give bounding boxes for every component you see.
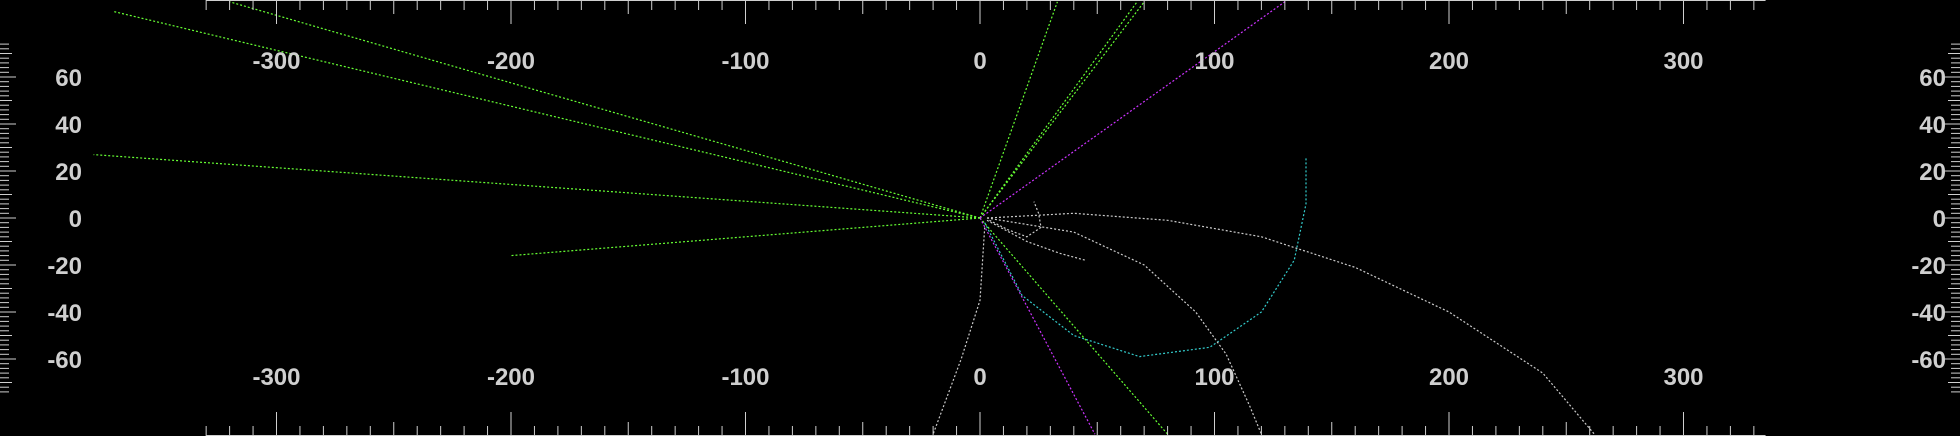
y-tick-label-left: -60 [47,347,82,374]
y-tick-label-right: 20 [1919,159,1946,186]
y-tick-label-left: -40 [47,300,82,327]
y-tick-label-right: -20 [1911,253,1946,280]
x-tick-label-top: -200 [487,48,535,75]
x-tick-label-top: -100 [721,48,769,75]
x-tick-label-bottom: 0 [973,364,986,391]
track-10 [979,217,1096,435]
x-tick-label-bottom: -200 [487,364,535,391]
y-tick-label-right: -60 [1911,347,1946,374]
y-tick-label-right: 60 [1919,65,1946,92]
y-tick-label-left: 20 [55,159,82,186]
track-16 [989,201,1042,238]
track-3 [93,154,981,219]
x-tick-label-bottom: 100 [1194,364,1234,391]
track-4 [510,217,981,257]
y-tick-label-left: -20 [47,253,82,280]
y-tick-label-right: 0 [1933,206,1946,233]
x-tick-label-top: 0 [973,48,986,75]
x-tick-label-top: 100 [1194,48,1234,75]
track-13 [986,217,1262,435]
track-1 [112,10,981,219]
x-tick-label-bottom: -100 [721,364,769,391]
track-11 [984,156,1307,358]
y-tick-label-left: 60 [55,65,82,92]
track-15 [986,219,1086,261]
track-14 [932,227,986,435]
x-tick-label-top: -300 [252,48,300,75]
x-tick-label-bottom: 200 [1429,364,1469,391]
track-7 [979,1,1138,219]
y-tick-label-left: 0 [69,206,82,233]
x-tick-label-bottom: 300 [1663,364,1703,391]
track-12 [986,212,1595,435]
tracks-layer [93,1,1595,435]
y-tick-label-left: 40 [55,112,82,139]
x-tick-label-bottom: -300 [252,364,300,391]
y-tick-label-right: 40 [1919,112,1946,139]
x-tick-label-top: 200 [1429,48,1469,75]
x-tick-label-top: 300 [1663,48,1703,75]
y-tick-label-right: -40 [1911,300,1946,327]
track-6 [979,1,1145,219]
